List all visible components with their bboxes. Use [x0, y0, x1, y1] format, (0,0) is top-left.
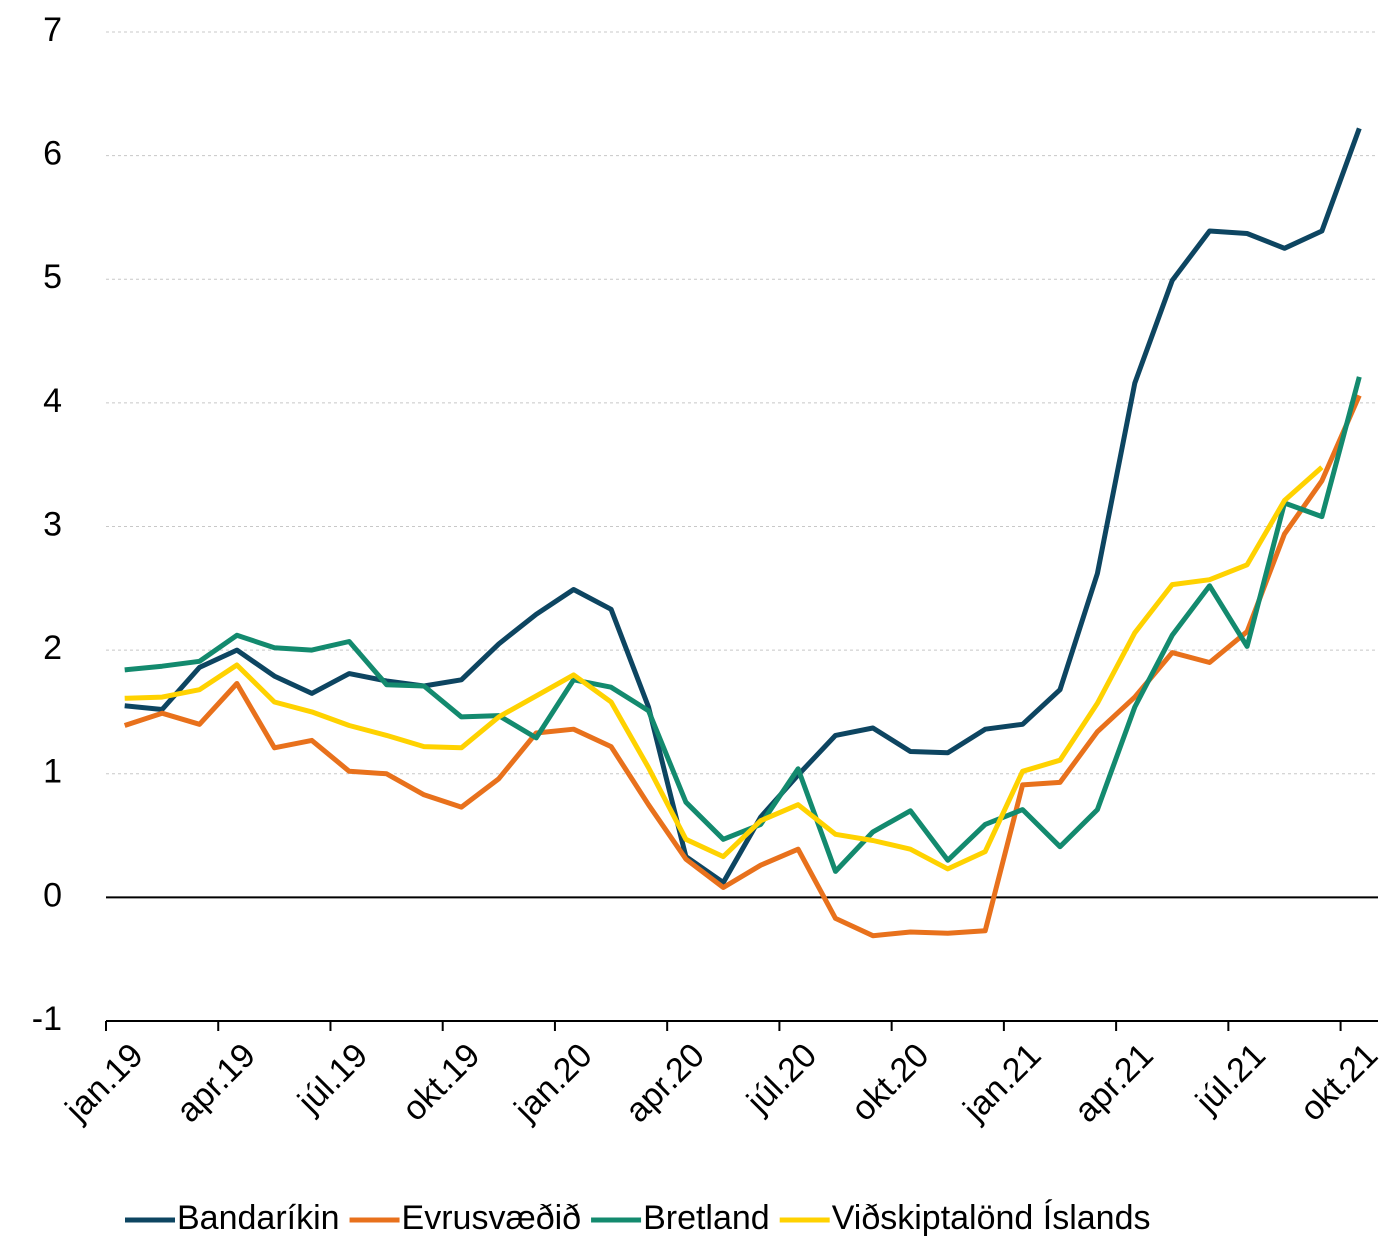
- legend-label: Viðskiptalönd Íslands: [832, 1199, 1151, 1237]
- y-tick-label: 1: [43, 753, 62, 791]
- x-tick-label: júl.21: [1188, 1036, 1273, 1121]
- y-tick-label: 7: [43, 11, 62, 49]
- series-line: [124, 127, 1362, 885]
- y-tick-label: 6: [43, 135, 62, 173]
- x-tick-label: okt.19: [395, 1036, 487, 1128]
- x-tick-label: jan.20: [507, 1036, 600, 1129]
- x-tick-label: jan.21: [956, 1036, 1049, 1129]
- x-tick-label: okt.21: [1293, 1036, 1385, 1128]
- series-line: [124, 376, 1362, 874]
- legend-label: Bandaríkin: [177, 1199, 340, 1237]
- legend-label: Evrusvæðið: [402, 1199, 582, 1237]
- x-tick-label: júl.19: [290, 1036, 375, 1121]
- y-tick-label: 4: [43, 382, 62, 420]
- x-tick-label: apr.21: [1067, 1036, 1161, 1130]
- x-tick-label: jan.19: [58, 1036, 151, 1129]
- series-line: [124, 465, 1324, 872]
- x-tick-label: apr.19: [169, 1036, 263, 1130]
- y-tick-label: -1: [32, 1000, 62, 1038]
- x-tick-label: okt.20: [844, 1036, 936, 1128]
- legend-label: Bretland: [643, 1199, 770, 1237]
- y-tick-label: 5: [43, 258, 62, 296]
- y-tick-label: 0: [43, 876, 62, 914]
- x-tick-label: júl.20: [739, 1036, 824, 1121]
- y-tick-label: 2: [43, 629, 62, 667]
- x-tick-label: apr.20: [618, 1036, 712, 1130]
- y-tick-label: 3: [43, 505, 62, 543]
